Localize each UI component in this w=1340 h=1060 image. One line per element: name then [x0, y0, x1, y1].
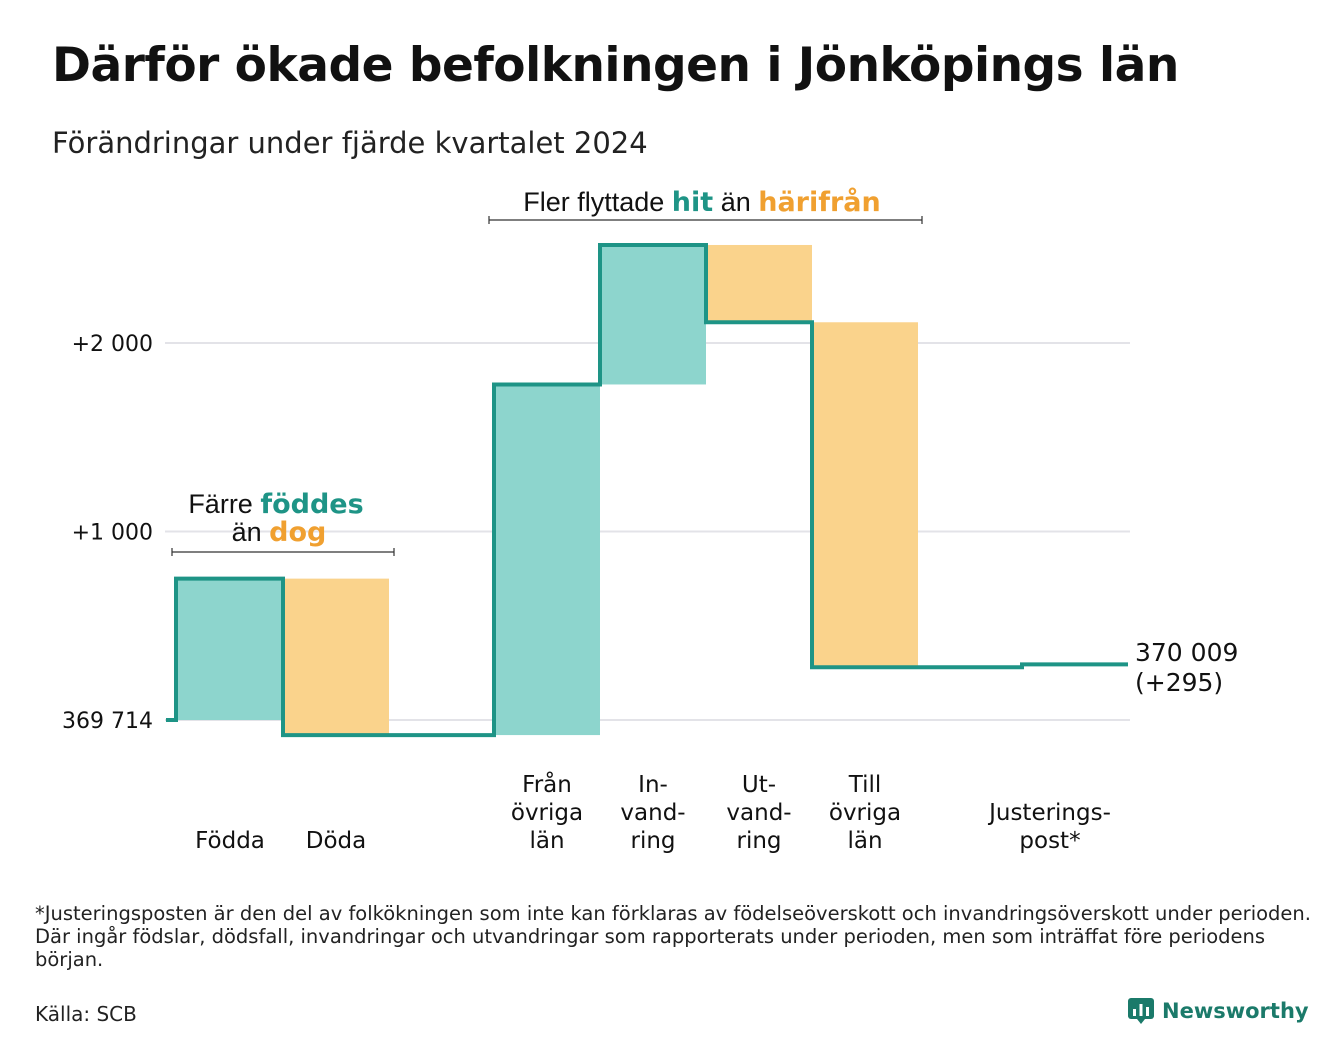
category-label: ring [630, 828, 675, 854]
category-label: övriga [511, 800, 583, 826]
category-label: In- [638, 772, 668, 798]
births-annotation-line2: än dog [232, 517, 327, 548]
category-label: län [847, 828, 882, 854]
brand-name: Newsworthy [1162, 999, 1309, 1023]
migration-annotation: Fler flyttade hit än härifrån [523, 186, 881, 218]
waterfall-bar [812, 322, 918, 668]
chart-title: Därför ökade befolkningen i Jönköpings l… [52, 38, 1179, 93]
category-label: vand- [620, 800, 685, 826]
category-label: Ut- [742, 772, 776, 798]
migration-bracket [488, 216, 923, 224]
waterfall-bar [176, 578, 282, 720]
bar-chart-icon [1128, 998, 1154, 1024]
category-label: ring [736, 828, 781, 854]
chart-subtitle: Förändringar under fjärde kvartalet 2024 [52, 126, 648, 160]
category-label: vand- [726, 800, 791, 826]
waterfall-bar [494, 384, 600, 736]
category-label: Till [848, 772, 882, 798]
waterfall-bar [706, 244, 812, 323]
cumulative-step-line [166, 242, 1128, 738]
footnote: *Justeringsposten är den del av folkökni… [35, 902, 1311, 971]
end-value-label: 370 009 [1135, 638, 1238, 667]
category-label: Döda [306, 828, 366, 854]
category-label: Från [522, 770, 572, 798]
births-annotation-line1: Färre föddes [188, 489, 363, 520]
category-label: län [529, 828, 564, 854]
y-tick-label: 369 714 [62, 709, 153, 734]
waterfall-bar [600, 244, 706, 385]
brand-logo: Newsworthy [1128, 998, 1309, 1024]
y-tick-label: +2 000 [72, 332, 153, 357]
source-label: Källa: SCB [35, 1002, 137, 1026]
waterfall-bar [283, 578, 389, 736]
births-bracket [171, 548, 395, 556]
end-change-label: (+295) [1135, 668, 1223, 697]
category-label: Justerings- [987, 800, 1111, 826]
category-label: Födda [195, 828, 265, 854]
category-label: övriga [829, 800, 901, 826]
y-tick-label: +1 000 [72, 521, 153, 546]
category-label: post* [1019, 828, 1080, 854]
